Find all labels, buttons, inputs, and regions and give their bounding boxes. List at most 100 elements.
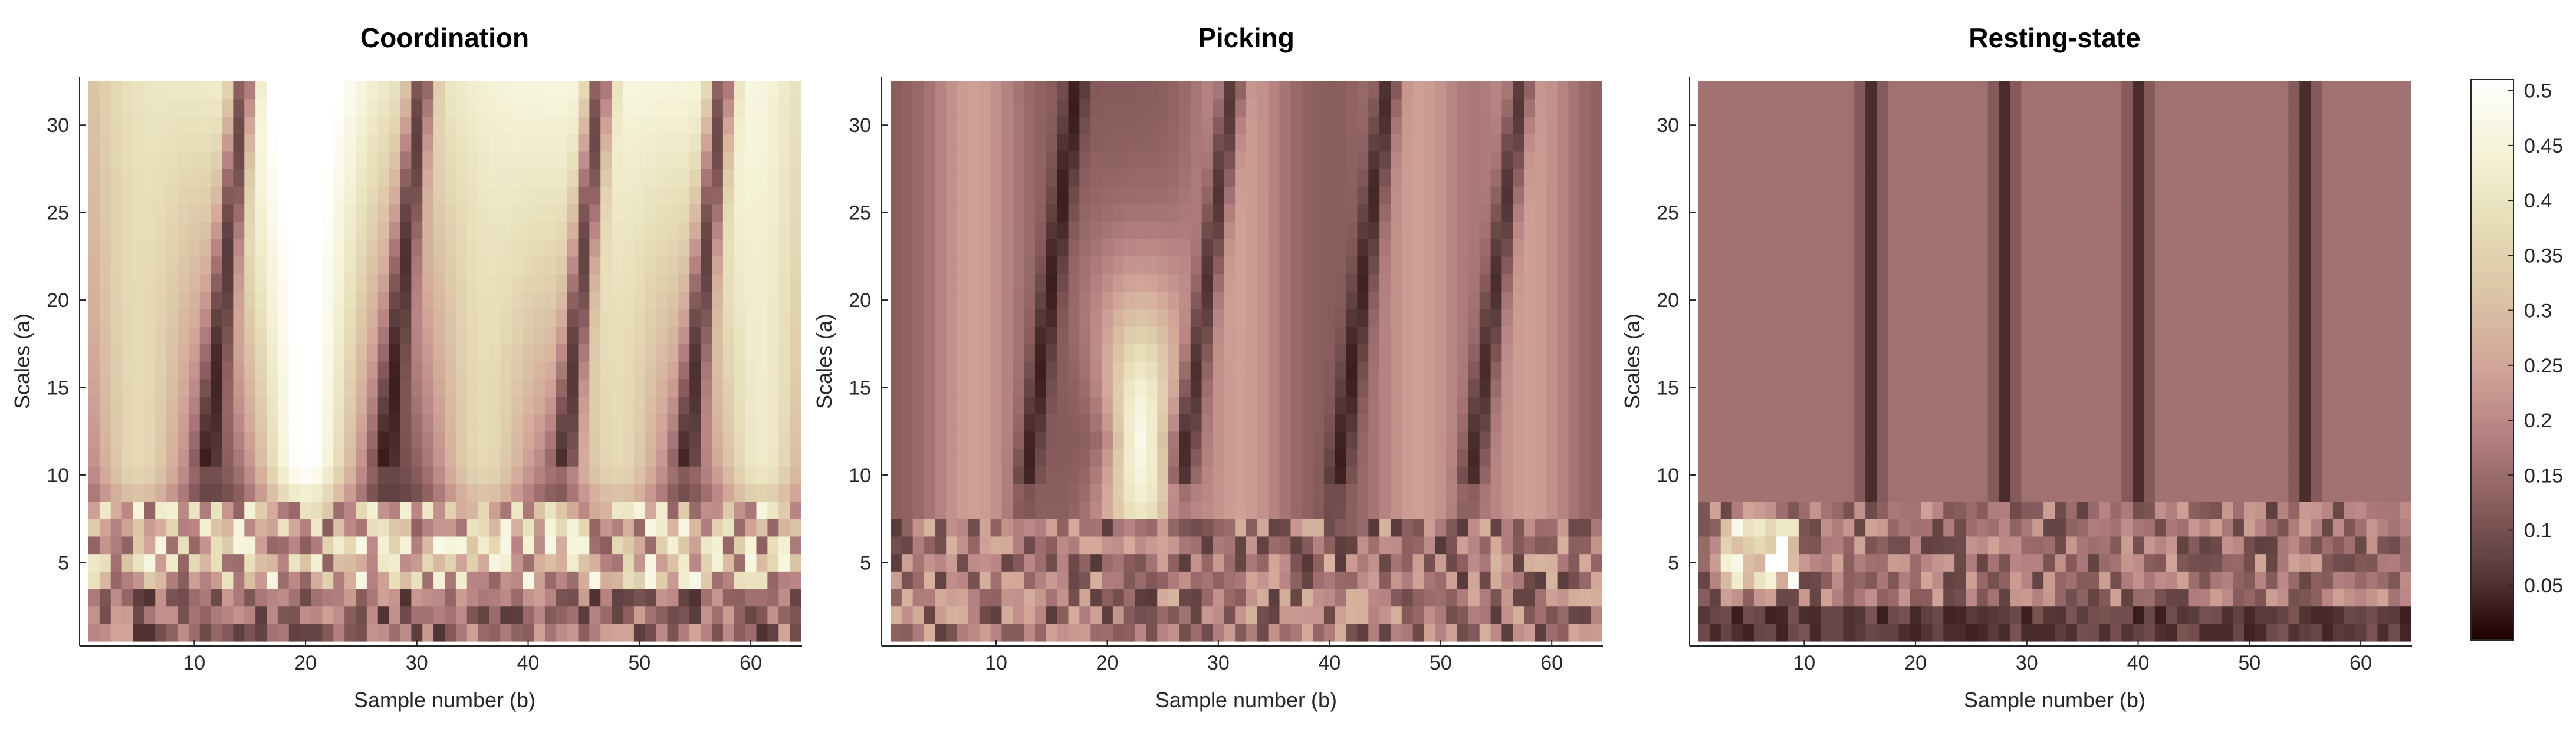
heatmap-cell <box>1591 361 1602 380</box>
heatmap-cell <box>1457 344 1469 362</box>
heatmap-cell <box>1731 519 1744 537</box>
heatmap-cell <box>891 221 902 239</box>
heatmap-cell <box>656 98 668 117</box>
heatmap-cell <box>1390 273 1402 292</box>
heatmap-cell <box>1788 203 1799 222</box>
heatmap-cell <box>1135 169 1146 187</box>
heatmap-cell <box>1754 536 1766 555</box>
heatmap-cell <box>578 116 590 134</box>
heatmap-cell <box>1535 414 1547 432</box>
heatmap-cell <box>288 186 301 205</box>
heatmap-cell <box>455 519 468 537</box>
heatmap-cell <box>1034 326 1047 344</box>
heatmap-cell <box>1954 134 1966 152</box>
heatmap-cell <box>277 536 290 555</box>
heatmap-cell <box>1335 414 1347 432</box>
heatmap-cell <box>311 449 323 467</box>
heatmap-cell <box>1446 483 1458 502</box>
heatmap-cell <box>979 361 991 380</box>
heatmap-cell <box>1013 396 1024 414</box>
heatmap-cell <box>600 221 612 239</box>
heatmap-cell <box>1123 81 1136 100</box>
heatmap-cell <box>199 553 212 572</box>
heatmap-cell <box>990 519 1003 537</box>
heatmap-cell <box>1390 361 1402 380</box>
heatmap-cell <box>1709 239 1721 257</box>
heatmap-cell <box>689 134 701 152</box>
heatmap-cell <box>277 256 290 275</box>
heatmap-cell <box>1754 326 1766 344</box>
heatmap-cell <box>1268 606 1280 624</box>
heatmap-cell <box>466 291 479 309</box>
heatmap-cell <box>288 151 301 170</box>
heatmap-cell <box>211 116 223 134</box>
heatmap-cell <box>1190 186 1202 205</box>
heatmap-cell <box>689 431 701 450</box>
heatmap-cell <box>1832 326 1844 344</box>
heatmap-cell <box>1224 396 1236 414</box>
heatmap-cell <box>612 186 623 205</box>
heatmap-cell <box>489 134 501 152</box>
heatmap-cell <box>722 186 735 205</box>
heatmap-cell <box>790 344 801 362</box>
heatmap-cell <box>1246 221 1258 239</box>
heatmap-cell <box>110 553 123 572</box>
heatmap-cell <box>1090 519 1102 537</box>
heatmap-cell <box>1921 344 1933 362</box>
heatmap-cell <box>511 519 523 537</box>
heatmap-cell <box>344 169 356 187</box>
heatmap-cell <box>110 308 123 327</box>
heatmap-cell <box>1068 308 1080 327</box>
heatmap-cell <box>1335 256 1347 275</box>
heatmap-cell <box>901 501 914 519</box>
heatmap-cell <box>1135 151 1146 170</box>
heatmap-cell <box>1943 431 1955 450</box>
heatmap-cell <box>734 134 746 152</box>
heatmap-cell <box>166 273 178 292</box>
heatmap-cell <box>1854 396 1866 414</box>
heatmap-cell <box>1932 449 1944 467</box>
heatmap-cell <box>366 221 379 239</box>
heatmap-cell <box>478 606 490 624</box>
heatmap-cell <box>1832 536 1844 555</box>
heatmap-cell <box>712 186 724 205</box>
heatmap-cell <box>1335 273 1347 292</box>
heatmap-cell <box>734 466 746 484</box>
heatmap-cell <box>1357 624 1369 642</box>
heatmap-cell <box>1102 483 1113 502</box>
heatmap-cell <box>1490 151 1502 170</box>
heatmap-cell <box>1557 256 1569 275</box>
heatmap-cell <box>366 239 379 257</box>
heatmap-cell <box>166 396 178 414</box>
heatmap-cell <box>734 414 746 432</box>
heatmap-cell <box>110 571 123 589</box>
heatmap-cell <box>1323 571 1336 589</box>
heatmap-cell <box>1246 169 1258 187</box>
heatmap-cell <box>511 186 523 205</box>
heatmap-cell <box>1579 203 1591 222</box>
heatmap-cell <box>1557 414 1569 432</box>
heatmap-cell <box>1490 308 1502 327</box>
heatmap-cell <box>188 221 201 239</box>
heatmap-cell <box>1435 449 1447 467</box>
heatmap-cell <box>912 588 925 607</box>
heatmap-cell <box>1468 256 1480 275</box>
heatmap-cell <box>400 221 412 239</box>
heatmap-cell <box>155 344 167 362</box>
heatmap-cell <box>1068 414 1080 432</box>
heatmap-cell <box>656 308 668 327</box>
heatmap-cell <box>311 151 323 170</box>
heatmap-cell <box>1877 466 1888 484</box>
heatmap-cell <box>1102 134 1113 152</box>
heatmap-cell <box>1943 169 1955 187</box>
heatmap-cell <box>133 151 144 170</box>
heatmap-cell <box>233 98 245 117</box>
heatmap-cell <box>901 134 914 152</box>
heatmap-cell <box>1887 134 1900 152</box>
heatmap-cell <box>366 326 379 344</box>
heatmap-cell <box>1046 414 1058 432</box>
heatmap-cell <box>1535 203 1547 222</box>
heatmap-cell <box>612 483 623 502</box>
heatmap-cell <box>633 536 646 555</box>
heatmap-cell <box>1798 326 1811 344</box>
